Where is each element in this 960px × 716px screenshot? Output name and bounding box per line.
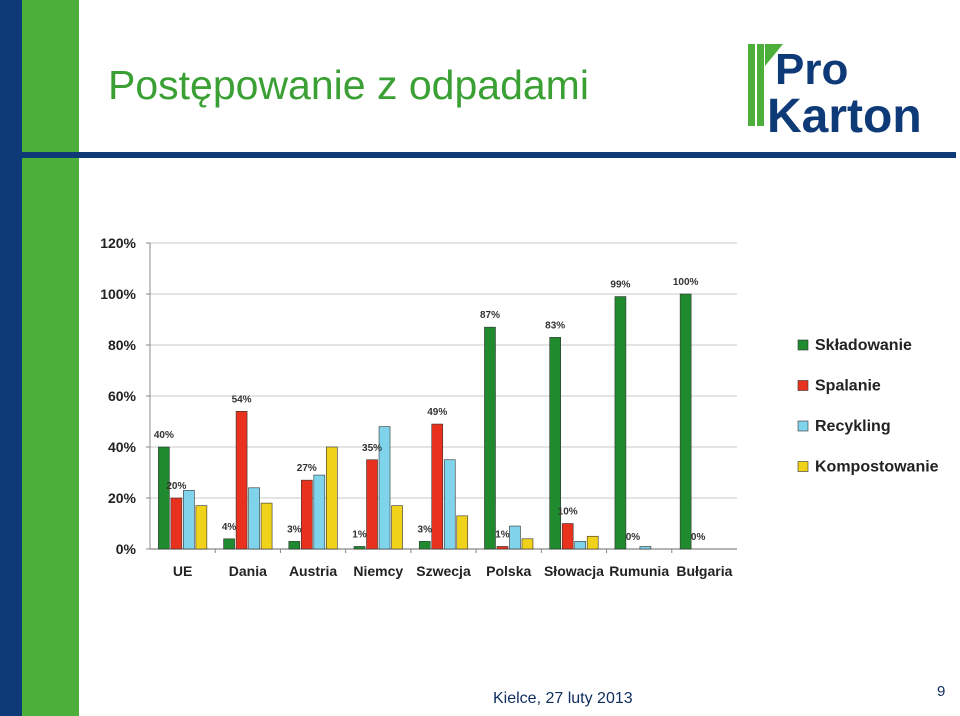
y-tick-label: 20% bbox=[108, 490, 137, 506]
header-divider bbox=[22, 152, 956, 158]
bar bbox=[223, 538, 235, 550]
bar bbox=[484, 326, 496, 550]
slide-title: Postępowanie z odpadami bbox=[108, 62, 589, 108]
data-label: 40% bbox=[154, 430, 174, 441]
category-label: UE bbox=[173, 563, 192, 579]
category-label: Rumunia bbox=[609, 563, 669, 579]
svg-text:Pro: Pro bbox=[775, 45, 848, 94]
legend-label: Kompostowanie bbox=[815, 459, 939, 476]
data-label: 20% bbox=[166, 481, 186, 492]
page-number: 9 bbox=[937, 683, 946, 700]
bar bbox=[366, 459, 378, 550]
prokarton-logo: Pro Karton bbox=[748, 44, 922, 135]
data-label: 0% bbox=[691, 532, 706, 543]
legend-swatch bbox=[797, 339, 809, 351]
data-label: 35% bbox=[362, 443, 382, 454]
waste-management-chart: 0% 20% 40% 60% 80% 100% 120% 40% 20% 4% 54% 3% 27% 1… bbox=[100, 235, 939, 579]
bar bbox=[574, 541, 586, 550]
bar bbox=[418, 541, 431, 550]
left-green-stripe bbox=[22, 0, 79, 716]
bar bbox=[195, 505, 208, 550]
bar bbox=[260, 502, 273, 550]
bar bbox=[431, 423, 444, 550]
legend-swatch bbox=[797, 420, 809, 432]
y-tick-label: 40% bbox=[108, 439, 137, 455]
legend-label: Spalanie bbox=[815, 378, 881, 395]
bar bbox=[456, 515, 469, 550]
bar bbox=[443, 459, 456, 550]
y-tick-label: 120% bbox=[100, 235, 136, 251]
bar bbox=[586, 535, 599, 550]
category-label: Niemcy bbox=[353, 563, 403, 579]
y-tick-label: 0% bbox=[116, 541, 137, 557]
data-label: 100% bbox=[673, 277, 699, 288]
svg-text:Karton: Karton bbox=[767, 90, 922, 135]
data-label: 4% bbox=[222, 522, 237, 533]
bar bbox=[496, 546, 509, 550]
bar bbox=[313, 474, 326, 550]
left-blue-stripe bbox=[0, 0, 22, 716]
y-tick-label: 100% bbox=[100, 286, 136, 302]
grid-lines bbox=[150, 242, 737, 499]
bar bbox=[353, 546, 366, 550]
data-label: 3% bbox=[418, 524, 433, 535]
bar bbox=[639, 546, 652, 550]
data-labels: 40% 20% 4% 54% 3% 27% 1% 35% 3% 49% 87% 1% 83% 10% 99%… bbox=[154, 277, 706, 543]
bar bbox=[614, 296, 627, 550]
data-label: 10% bbox=[558, 507, 578, 518]
data-label: 0% bbox=[626, 532, 641, 543]
category-label: Dania bbox=[229, 563, 267, 579]
y-tick-label: 80% bbox=[108, 337, 137, 353]
bar bbox=[378, 426, 391, 550]
data-label: 83% bbox=[545, 320, 565, 331]
bar bbox=[170, 497, 183, 550]
bar bbox=[158, 446, 170, 550]
data-label: 1% bbox=[495, 529, 510, 540]
bar bbox=[509, 525, 521, 550]
category-label: Bułgaria bbox=[676, 563, 732, 579]
bar bbox=[521, 538, 534, 550]
bar bbox=[288, 541, 301, 550]
bar bbox=[391, 505, 403, 550]
legend-label: Recykling bbox=[815, 418, 891, 435]
data-label: 49% bbox=[427, 407, 447, 418]
y-tick-label: 60% bbox=[108, 388, 137, 404]
bar bbox=[248, 487, 260, 550]
bar bbox=[679, 293, 692, 550]
bar bbox=[235, 411, 248, 550]
data-label: 99% bbox=[610, 280, 630, 291]
bar bbox=[326, 446, 338, 550]
category-label: Szwecja bbox=[416, 563, 471, 579]
data-label: 54% bbox=[232, 394, 252, 405]
bar bbox=[561, 523, 574, 550]
y-tick-labels: 0% 20% 40% 60% 80% 100% 120% bbox=[100, 235, 136, 557]
legend-swatch bbox=[797, 461, 809, 472]
legend-label: Składowanie bbox=[815, 337, 912, 354]
data-label: 87% bbox=[480, 310, 500, 321]
category-label: Austria bbox=[289, 563, 337, 579]
category-labels: UE Dania Austria Niemcy Szwecja Polska Słowacj… bbox=[173, 563, 733, 579]
axes bbox=[146, 242, 737, 553]
data-label: 1% bbox=[352, 529, 367, 540]
bar bbox=[301, 479, 313, 550]
legend-swatch bbox=[797, 380, 809, 391]
data-label: 27% bbox=[297, 463, 317, 474]
bars bbox=[158, 293, 692, 550]
category-label: Polska bbox=[486, 563, 531, 579]
bar bbox=[549, 337, 561, 550]
data-label: 3% bbox=[287, 524, 302, 535]
footer-text: Kielce, 27 luty 2013 bbox=[493, 690, 633, 707]
bar bbox=[183, 490, 195, 550]
legend: Składowanie Spalanie Recykling Kompostowani… bbox=[797, 337, 939, 476]
category-label: Słowacja bbox=[544, 563, 604, 579]
